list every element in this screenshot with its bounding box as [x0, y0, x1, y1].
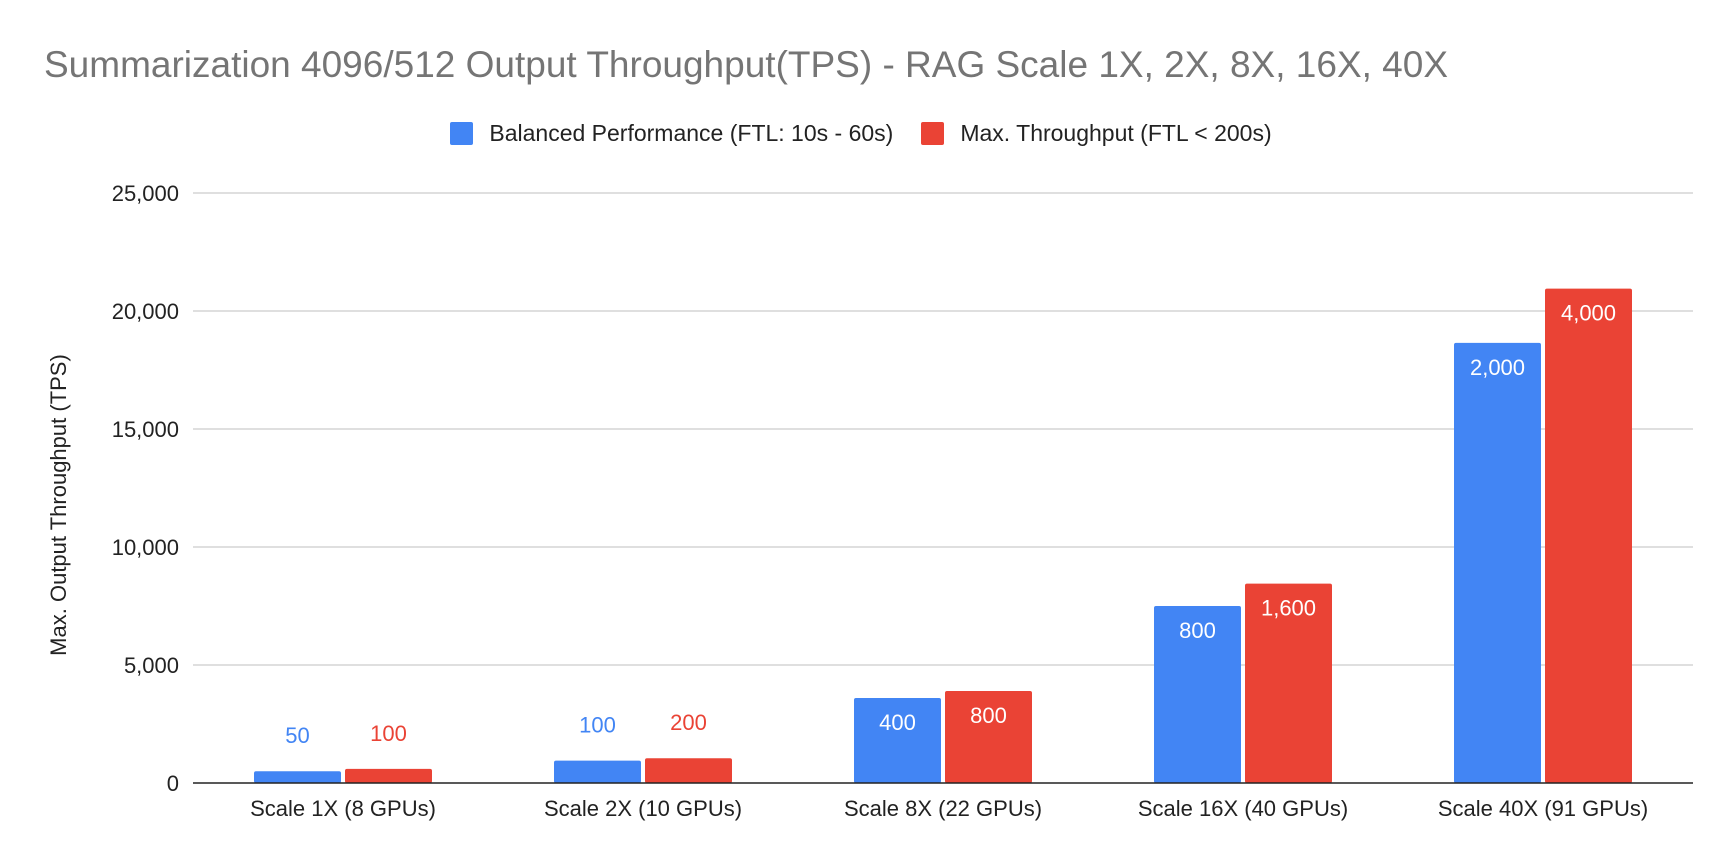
bar: [554, 760, 641, 783]
legend-label-balanced: Balanced Performance (FTL: 10s - 60s): [489, 120, 894, 146]
bar: [854, 698, 941, 783]
legend-swatch-max-throughput: [921, 122, 945, 145]
x-tick-label: Scale 8X (22 GPUs): [844, 796, 1042, 821]
legend-label-max-throughput: Max. Throughput (FTL < 200s): [960, 120, 1272, 146]
bar: [1245, 583, 1332, 783]
bar: [1545, 288, 1632, 783]
data-label: 50: [285, 723, 309, 748]
data-label: 800: [1179, 618, 1216, 643]
legend: Balanced Performance (FTL: 10s - 60s) Ma…: [0, 120, 1722, 147]
data-label: 800: [970, 703, 1007, 728]
y-axis-label: Max. Output Throughput (TPS): [46, 354, 71, 656]
data-label: 200: [670, 710, 707, 735]
bar-layer: [254, 288, 1632, 783]
y-tick-label: 20,000: [112, 299, 179, 324]
bar: [1154, 606, 1241, 783]
x-tick-label: Scale 40X (91 GPUs): [1438, 796, 1648, 821]
bar: [345, 768, 432, 783]
legend-swatch-balanced: [450, 122, 474, 145]
data-label: 400: [879, 710, 916, 735]
bar: [945, 690, 1032, 783]
data-label: 2,000: [1470, 355, 1525, 380]
y-tick-label: 15,000: [112, 417, 179, 442]
legend-item-balanced: Balanced Performance (FTL: 10s - 60s): [450, 120, 893, 147]
bar: [1454, 342, 1541, 783]
x-tick-label: Scale 16X (40 GPUs): [1138, 796, 1348, 821]
y-tick-label: 0: [167, 771, 179, 796]
data-label: 1,600: [1261, 596, 1316, 621]
y-tick-label: 5,000: [124, 653, 179, 678]
grid-layer: [193, 192, 1693, 666]
label-layer: 0 5,000 10,000 15,000 20,000 25,000 50 100 Scale…: [112, 181, 1693, 821]
chart-title: Summarization 4096/512 Output Throughput…: [44, 44, 1449, 85]
bar: [645, 758, 732, 783]
data-label: 100: [579, 713, 616, 738]
x-tick-label: Scale 2X (10 GPUs): [544, 796, 742, 821]
data-label: 100: [370, 721, 407, 746]
y-tick-label: 25,000: [112, 181, 179, 206]
data-label: 4,000: [1561, 301, 1616, 326]
y-tick-label: 10,000: [112, 535, 179, 560]
x-tick-label: Scale 1X (8 GPUs): [250, 796, 436, 821]
legend-item-max-throughput: Max. Throughput (FTL < 200s): [921, 120, 1272, 147]
bar: [254, 771, 341, 783]
